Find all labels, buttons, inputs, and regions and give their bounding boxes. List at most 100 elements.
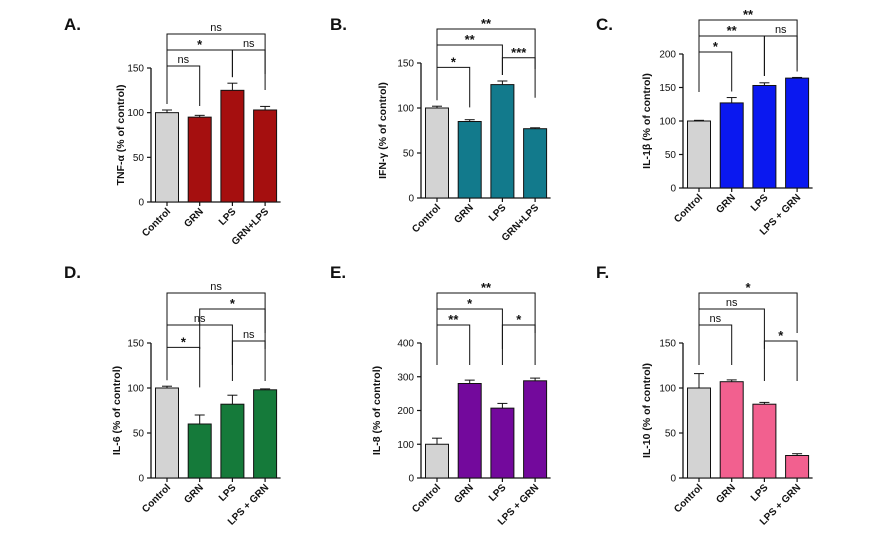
bar — [253, 109, 278, 203]
y-tick-label: 300 — [397, 372, 414, 383]
bar — [785, 455, 810, 479]
significance-label: ns — [210, 22, 222, 34]
y-tick-label: 50 — [133, 429, 145, 440]
bar — [155, 387, 179, 479]
bar — [155, 112, 179, 203]
y-tick-label: 0 — [138, 198, 144, 209]
x-tick-label: LPS — [749, 482, 771, 504]
bar — [425, 107, 449, 199]
significance-label: ns — [243, 38, 255, 50]
y-tick-label: 150 — [659, 339, 676, 350]
significance-label: *** — [511, 45, 527, 60]
y-tick-label: 50 — [133, 153, 145, 164]
y-tick-label: 200 — [397, 406, 414, 417]
significance-label: ns — [194, 313, 206, 325]
significance-label: ns — [775, 24, 787, 36]
y-tick-label: 200 — [659, 50, 676, 61]
y-tick-label: 0 — [670, 184, 676, 195]
x-tick-label: GRN — [714, 482, 738, 506]
significance-label: * — [516, 312, 522, 327]
y-axis-label: TNF-α (% of control) — [115, 85, 127, 186]
y-tick-label: 150 — [127, 64, 144, 75]
significance-label: ns — [726, 297, 738, 309]
significance-bracket — [166, 292, 266, 333]
significance-label: * — [451, 54, 457, 69]
y-tick-label: 400 — [397, 339, 414, 350]
x-tick-label: Control — [410, 202, 443, 235]
significance-bracket — [698, 51, 733, 92]
chart-panel-6: F. 0 50 100 150 IL-10 (% of control) Control GR… — [596, 263, 813, 528]
significance-bracket — [166, 346, 201, 388]
x-tick-label: Control — [672, 192, 705, 225]
panel-letter: C. — [596, 15, 613, 34]
y-tick-label: 0 — [408, 474, 414, 485]
chart-panel-5: E. 0 100 200 300 400 IL-8 (% of control) Contro… — [330, 263, 551, 528]
chart-panel-2: B. 0 50 100 150 IFN-γ (% of control) Control GR… — [330, 15, 551, 244]
significance-label: ** — [727, 23, 738, 38]
bar — [187, 423, 212, 479]
bar — [187, 116, 212, 203]
bar — [752, 403, 777, 479]
y-tick-label: 100 — [397, 104, 414, 115]
x-tick-label: Control — [140, 482, 173, 515]
x-tick-label: LPS — [749, 192, 771, 214]
x-tick-label: GRN — [182, 482, 206, 506]
significance-label: * — [713, 39, 719, 54]
bar — [719, 102, 744, 189]
significance-bracket — [763, 340, 798, 381]
y-tick-label: 100 — [127, 384, 144, 395]
y-tick-label: 150 — [127, 339, 144, 350]
y-tick-label: 100 — [659, 384, 676, 395]
bar — [687, 387, 711, 479]
significance-label: ** — [481, 16, 492, 31]
y-tick-label: 0 — [408, 194, 414, 205]
bar — [785, 77, 810, 189]
x-tick-label: LPS — [217, 206, 239, 228]
significance-label: ns — [178, 54, 190, 66]
chart-panel-4: D. 0 50 100 150 IL-6 (% of control) Control GRN… — [64, 263, 281, 528]
panel-letter: A. — [64, 15, 81, 34]
panel-letter: F. — [596, 263, 609, 282]
bar — [253, 389, 278, 479]
significance-label: ns — [210, 281, 222, 293]
x-tick-label: Control — [410, 482, 443, 515]
y-tick-label: 50 — [403, 149, 415, 160]
y-tick-label: 100 — [659, 117, 676, 128]
significance-bracket — [501, 324, 536, 365]
x-tick-label: GRN — [182, 206, 206, 230]
y-tick-label: 150 — [659, 83, 676, 94]
y-tick-label: 100 — [127, 108, 144, 119]
significance-label: ** — [481, 280, 492, 295]
significance-bracket — [436, 324, 471, 365]
bar — [719, 381, 744, 479]
y-tick-label: 100 — [397, 440, 414, 451]
significance-label: * — [230, 296, 236, 311]
panel-letter: E. — [330, 263, 346, 282]
y-axis-label: IL-8 (% of control) — [371, 366, 383, 455]
significance-bracket — [763, 35, 798, 76]
panel-letter: B. — [330, 15, 347, 34]
significance-bracket — [501, 57, 536, 98]
significance-label: * — [181, 334, 187, 349]
significance-label: * — [778, 328, 784, 343]
significance-label: ns — [710, 313, 722, 325]
y-axis-label: IL-10 (% of control) — [641, 363, 653, 458]
x-tick-label: GRN — [452, 202, 476, 226]
bar — [523, 128, 548, 199]
panel-letter: D. — [64, 263, 81, 282]
significance-bracket — [231, 340, 266, 381]
y-axis-label: IFN-γ (% of control) — [377, 82, 389, 179]
y-axis-label: IL-6 (% of control) — [111, 366, 123, 455]
y-tick-label: 50 — [665, 150, 677, 161]
significance-bracket — [199, 308, 266, 349]
bar — [457, 121, 482, 199]
significance-label: ns — [243, 329, 255, 341]
significance-label: ** — [448, 312, 459, 327]
x-tick-label: GRN — [452, 482, 476, 506]
bar — [523, 380, 548, 479]
y-axis-label: IL-1β (% of control) — [641, 73, 653, 169]
bar — [687, 120, 711, 189]
y-tick-label: 50 — [665, 429, 677, 440]
